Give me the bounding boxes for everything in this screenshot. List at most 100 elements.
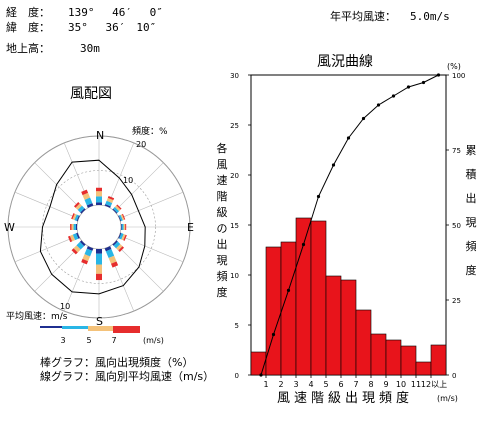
rose-spoke xyxy=(14,235,79,263)
rose-frequency-bar xyxy=(74,214,79,221)
rose-spoke xyxy=(34,162,84,212)
left-axis-label-char: 級 xyxy=(217,206,228,219)
left-axis-tick-label: 20 xyxy=(230,172,239,180)
frequency-bar xyxy=(385,339,402,376)
cumulative-point xyxy=(286,288,291,292)
x-axis-tick-label: 4 xyxy=(308,380,313,389)
line-graph-note: 線グラフ：風向別平均風速（m/s） xyxy=(40,370,215,383)
latitude-value: 35° 36′ 10″ xyxy=(68,21,157,34)
left-axis-label-char: 各 xyxy=(217,141,228,155)
x-axis-title: 風速階級出現頻度 xyxy=(277,391,414,406)
longitude-value: 139° 46′ 0″ xyxy=(68,6,163,19)
x-axis-tick-label: 8 xyxy=(368,380,373,389)
rose-ring-label: 10 xyxy=(123,176,133,185)
rose-frequency-bar xyxy=(75,203,82,210)
cumulative-point xyxy=(271,332,276,337)
right-axis-label-char: 出 xyxy=(466,191,477,205)
compass-east: E xyxy=(187,221,194,234)
x-axis-tick-label: 7 xyxy=(353,380,358,389)
rose-frequency-bar xyxy=(120,214,125,221)
left-axis-tick-label: 5 xyxy=(235,322,239,330)
frequency-bar xyxy=(355,309,372,376)
frequency-bar xyxy=(400,345,417,376)
left-axis-label-char: 度 xyxy=(217,285,228,299)
frequency-bar xyxy=(340,279,357,376)
longitude-label: 経 度： xyxy=(6,6,50,19)
frequency-bar xyxy=(280,241,297,376)
rose-frequency-bar xyxy=(82,192,91,200)
rose-frequency-bar xyxy=(113,206,120,213)
right-axis-label-char: 累 xyxy=(466,144,477,157)
rose-frequency-bar xyxy=(118,246,124,252)
rose-frequency-bar xyxy=(113,241,121,249)
left-axis-tick-label: 15 xyxy=(230,222,239,230)
rose-ring-label: 20 xyxy=(136,140,146,149)
rose-frequency-bar xyxy=(104,204,111,208)
altitude-value: 30m xyxy=(80,42,100,55)
rose-spoke xyxy=(119,191,184,219)
cumulative-point xyxy=(436,73,441,77)
right-axis-tick-label: 0 xyxy=(452,372,456,380)
cumulative-point xyxy=(316,194,321,199)
frequency-bar xyxy=(295,217,312,376)
rose-ring-label: 10 xyxy=(60,302,70,311)
rose-frequency-bar xyxy=(105,249,115,259)
altitude-label: 地上高： xyxy=(6,42,50,55)
rose-mean-speed-line xyxy=(39,159,146,295)
rose-frequency-bar xyxy=(72,233,79,241)
frequency-bar xyxy=(265,246,282,376)
rose-frequency-bar xyxy=(86,246,94,251)
rose-frequency-bar xyxy=(121,233,126,241)
right-axis-tick-label: 50 xyxy=(452,222,461,230)
cumulative-point xyxy=(331,163,336,167)
right-axis-label-char: 頻 xyxy=(466,239,477,253)
frequency-bar xyxy=(250,351,267,376)
rose-frequency-bar xyxy=(104,246,112,252)
rose-frequency-bar xyxy=(86,203,94,208)
cumulative-point xyxy=(346,136,351,140)
rose-frequency-bar xyxy=(107,195,115,201)
rose-frequency-bar xyxy=(105,200,113,207)
x-axis-tick-label: 11 xyxy=(411,380,421,389)
rose-frequency-bar xyxy=(114,205,121,212)
cumulative-point xyxy=(376,103,381,107)
rose-frequency-bar xyxy=(116,204,122,210)
speed-legend-segment xyxy=(40,326,62,328)
curve-title: 風況曲線 xyxy=(317,54,373,70)
speed-legend-segment xyxy=(113,326,140,333)
speed-legend-tick: 7 xyxy=(111,336,116,345)
right-axis-tick-label: 75 xyxy=(452,147,461,155)
rose-frequency-bar xyxy=(76,241,85,250)
compass-west: W xyxy=(4,221,15,234)
x-axis-tick-label: 12以上 xyxy=(421,380,447,389)
rose-frequency-bar xyxy=(72,213,77,221)
cumulative-point xyxy=(406,85,411,89)
rose-spoke xyxy=(14,191,79,219)
speed-legend-segment xyxy=(88,326,113,331)
frequency-bar xyxy=(310,220,327,376)
left-axis-label-char: 頻 xyxy=(217,269,228,283)
cumulative-point xyxy=(301,242,306,247)
rose-frequency-bar xyxy=(79,240,86,247)
latitude-label: 緯 度： xyxy=(6,21,50,34)
speed-legend-unit: (m/s) xyxy=(143,336,164,345)
rose-frequency-bar xyxy=(77,205,85,213)
rose-frequency-bar xyxy=(118,214,123,222)
rose-frequency-bar xyxy=(112,240,118,246)
x-axis-tick-label: 5 xyxy=(323,380,328,389)
rose-spoke xyxy=(114,162,164,212)
speed-legend-tick: 3 xyxy=(60,336,65,345)
frequency-bar xyxy=(325,275,342,376)
compass-south: S xyxy=(96,315,103,328)
annual-speed-label: 年平均風速： xyxy=(330,10,396,23)
rose-frequency-bar xyxy=(106,197,114,204)
frequency-bar xyxy=(415,361,432,376)
rose-frequency-bar xyxy=(112,208,118,214)
speed-legend-title: 平均風速：m/s xyxy=(6,312,68,322)
rose-frequency-bar xyxy=(67,235,73,243)
rose-frequency-bar xyxy=(116,244,123,251)
rose-frequency-bar xyxy=(71,248,78,255)
left-axis-label-char: の xyxy=(217,222,228,235)
